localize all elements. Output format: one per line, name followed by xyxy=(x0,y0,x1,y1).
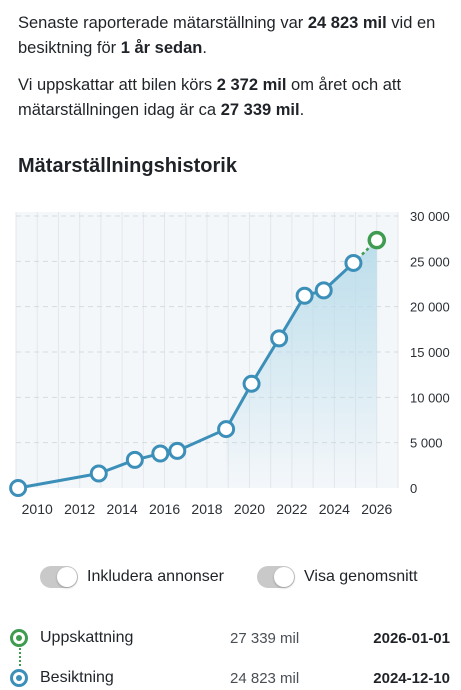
green-dot-icon xyxy=(10,629,28,647)
show-average-switch[interactable] xyxy=(257,566,295,588)
switch-knob xyxy=(274,567,294,587)
y-tick-label: 5 000 xyxy=(410,436,443,451)
x-tick-label: 2016 xyxy=(149,501,180,517)
include-ads-label: Inkludera annonser xyxy=(87,568,224,585)
blue-dot-icon xyxy=(10,669,28,687)
text-run: vid en besiktning för xyxy=(18,14,436,57)
y-tick-label: 10 000 xyxy=(410,390,450,405)
show-average-label: Visa genomsnitt xyxy=(304,568,418,585)
inspection-point[interactable] xyxy=(217,420,236,439)
x-tick-label: 2026 xyxy=(361,501,392,517)
x-tick-label: 2018 xyxy=(191,501,222,517)
legend-name: Besiktning xyxy=(40,669,114,686)
mileage-estimate-text: Vi uppskattar att bilen körs 2 372 mil o… xyxy=(18,73,448,123)
x-tick-label: 2012 xyxy=(64,501,95,517)
text-run: Vi uppskattar att bilen körs xyxy=(18,76,217,94)
x-tick-label: 2014 xyxy=(107,501,138,517)
highlight-value: 27 339 mil xyxy=(220,101,300,119)
inspection-point[interactable] xyxy=(242,374,261,393)
switch-knob xyxy=(57,567,77,587)
inspection-point[interactable] xyxy=(270,329,289,348)
legend-value: 27 339 mil xyxy=(230,629,300,647)
text-run: Senaste raporterade mätarställning var xyxy=(18,14,308,32)
x-tick-label: 2010 xyxy=(22,501,53,517)
inspection-point[interactable] xyxy=(168,441,187,460)
inspection-point[interactable] xyxy=(314,281,333,300)
inspection-point[interactable] xyxy=(151,444,170,463)
highlight-value: 24 823 mil xyxy=(307,14,387,32)
x-tick-label: 2024 xyxy=(319,501,350,517)
mileage-summary-text: Senaste raporterade mätarställning var 2… xyxy=(18,11,448,61)
y-tick-label: 20 000 xyxy=(410,300,450,315)
highlight-value: 2 372 mil xyxy=(216,76,287,94)
inspection-point[interactable] xyxy=(125,450,144,469)
inspection-point[interactable] xyxy=(344,253,363,272)
y-tick-label: 0 xyxy=(410,481,417,496)
area-fill xyxy=(226,240,377,488)
legend-date: 2026-01-01 xyxy=(373,629,450,647)
legend-row-estimate: Uppskattning 27 339 mil 2026-01-01 xyxy=(10,625,450,651)
x-tick-label: 2022 xyxy=(276,501,307,517)
x-tick-label: 2020 xyxy=(234,501,265,517)
show-average-toggle[interactable]: Visa genomsnitt xyxy=(257,565,418,589)
inspection-point[interactable] xyxy=(89,464,108,483)
legend-date: 2024-12-10 xyxy=(373,669,450,687)
dotted-connector xyxy=(19,648,21,666)
legend-value: 24 823 mil xyxy=(230,669,300,687)
include-ads-toggle[interactable]: Inkludera annonser xyxy=(40,565,224,589)
include-ads-switch[interactable] xyxy=(40,566,78,588)
estimate-point[interactable] xyxy=(367,230,387,250)
mileage-history-chart: 30 000 25 000 20 000 15 000 10 000 5 000 0 201… xyxy=(9,209,450,517)
inspection-point[interactable] xyxy=(9,479,28,497)
y-tick-label: 30 000 xyxy=(410,209,450,224)
text-run: . xyxy=(299,101,305,119)
y-tick-label: 25 000 xyxy=(410,254,450,269)
legend-row-inspection: Besiktning 24 823 mil 2024-12-10 xyxy=(10,665,450,690)
text-run: om året och att mätarställningen idag är… xyxy=(18,76,402,119)
text-run: . xyxy=(202,39,207,57)
y-tick-label: 15 000 xyxy=(410,345,450,360)
legend-name: Uppskattning xyxy=(40,629,134,646)
highlight-value: 1 år sedan xyxy=(120,39,203,57)
section-title: Mätarställningshistorik xyxy=(18,155,237,177)
inspection-point[interactable] xyxy=(295,286,314,305)
